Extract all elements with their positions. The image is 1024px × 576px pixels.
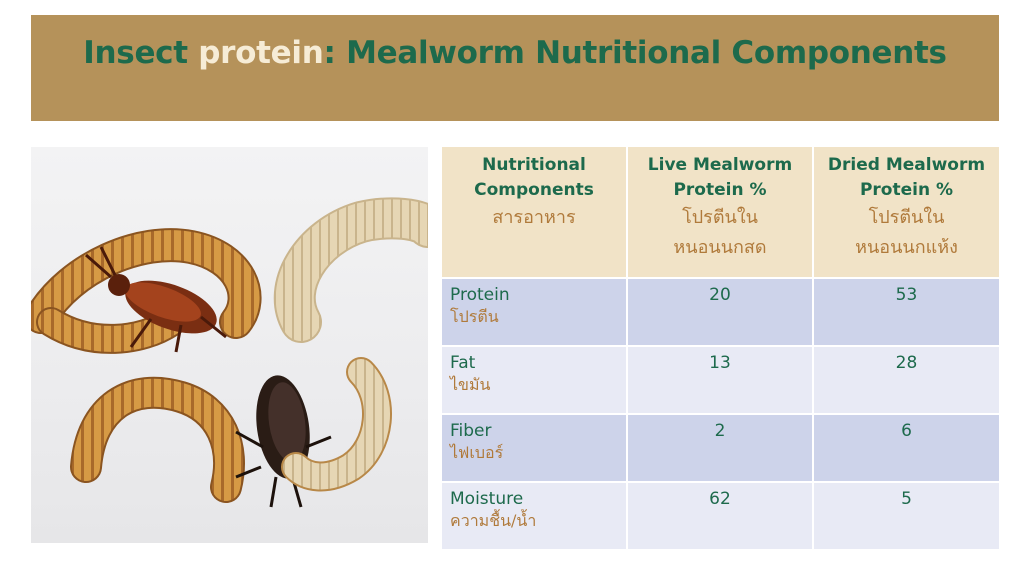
row-label: Protein โปรตีน xyxy=(440,277,628,347)
row-label-th: โปรตีน xyxy=(450,307,499,326)
row-label-th: ไขมัน xyxy=(450,375,491,394)
table-header-row: Nutritional Components สารอาหาร Live Mea… xyxy=(440,145,1001,279)
row-label: Fat ไขมัน xyxy=(440,345,628,415)
row-label: Moisture ความชื้น/น้ำ xyxy=(440,481,628,551)
header-en-line1: Dried Mealworm xyxy=(827,155,986,175)
live-value: 62 xyxy=(626,481,814,551)
row-label-en: Moisture xyxy=(450,489,524,509)
row-label-en: Fiber xyxy=(450,421,492,441)
row-label-th: ไฟเบอร์ xyxy=(450,443,504,462)
nutrition-table: Nutritional Components สารอาหาร Live Mea… xyxy=(440,145,1001,551)
row-label-th: ความชื้น/น้ำ xyxy=(450,511,537,530)
dried-value: 53 xyxy=(812,277,1001,347)
title-band: Insect protein: Mealworm Nutritional Com… xyxy=(31,15,999,121)
header-th-line1: โปรตีนใน xyxy=(868,207,945,228)
title-part-protein: protein xyxy=(198,35,324,71)
header-en-line1: Nutritional xyxy=(482,155,586,175)
header-en-line2: Components xyxy=(474,180,594,200)
title-part-rest: : Mealworm Nutritional Components xyxy=(323,35,947,71)
row-label-en: Fat xyxy=(450,353,476,373)
header-th-line2: หนอนนกสด xyxy=(673,237,767,258)
row-label-en: Protein xyxy=(450,285,510,305)
header-nutritional-components: Nutritional Components สารอาหาร xyxy=(440,145,628,279)
slide-title: Insect protein: Mealworm Nutritional Com… xyxy=(31,35,999,71)
table-row: Protein โปรตีน 20 53 xyxy=(440,277,1001,347)
header-en-line1: Live Mealworm xyxy=(647,155,793,175)
dried-value: 5 xyxy=(812,481,1001,551)
header-en-line2: Protein % xyxy=(673,180,767,200)
header-th-line1: สารอาหาร xyxy=(492,207,576,228)
mealworm-photo xyxy=(31,147,428,543)
header-dried-mealworm: Dried Mealworm Protein % โปรตีนใน หนอนนก… xyxy=(812,145,1001,279)
row-label: Fiber ไฟเบอร์ xyxy=(440,413,628,483)
dried-value: 28 xyxy=(812,345,1001,415)
header-en-line2: Protein % xyxy=(859,180,954,200)
table-row: Fiber ไฟเบอร์ 2 6 xyxy=(440,413,1001,483)
mealworm-beetle-illustration xyxy=(31,197,428,508)
table-row: Fat ไขมัน 13 28 xyxy=(440,345,1001,415)
live-value: 2 xyxy=(626,413,814,483)
table-row: Moisture ความชื้น/น้ำ 62 5 xyxy=(440,481,1001,551)
header-live-mealworm: Live Mealworm Protein % โปรตีนใน หนอนนกส… xyxy=(626,145,814,279)
header-th-line1: โปรตีนใน xyxy=(682,207,758,228)
dried-value: 6 xyxy=(812,413,1001,483)
live-value: 13 xyxy=(626,345,814,415)
live-value: 20 xyxy=(626,277,814,347)
header-th-line2: หนอนนกแห้ง xyxy=(855,237,958,258)
title-part-insect: Insect xyxy=(83,35,199,71)
